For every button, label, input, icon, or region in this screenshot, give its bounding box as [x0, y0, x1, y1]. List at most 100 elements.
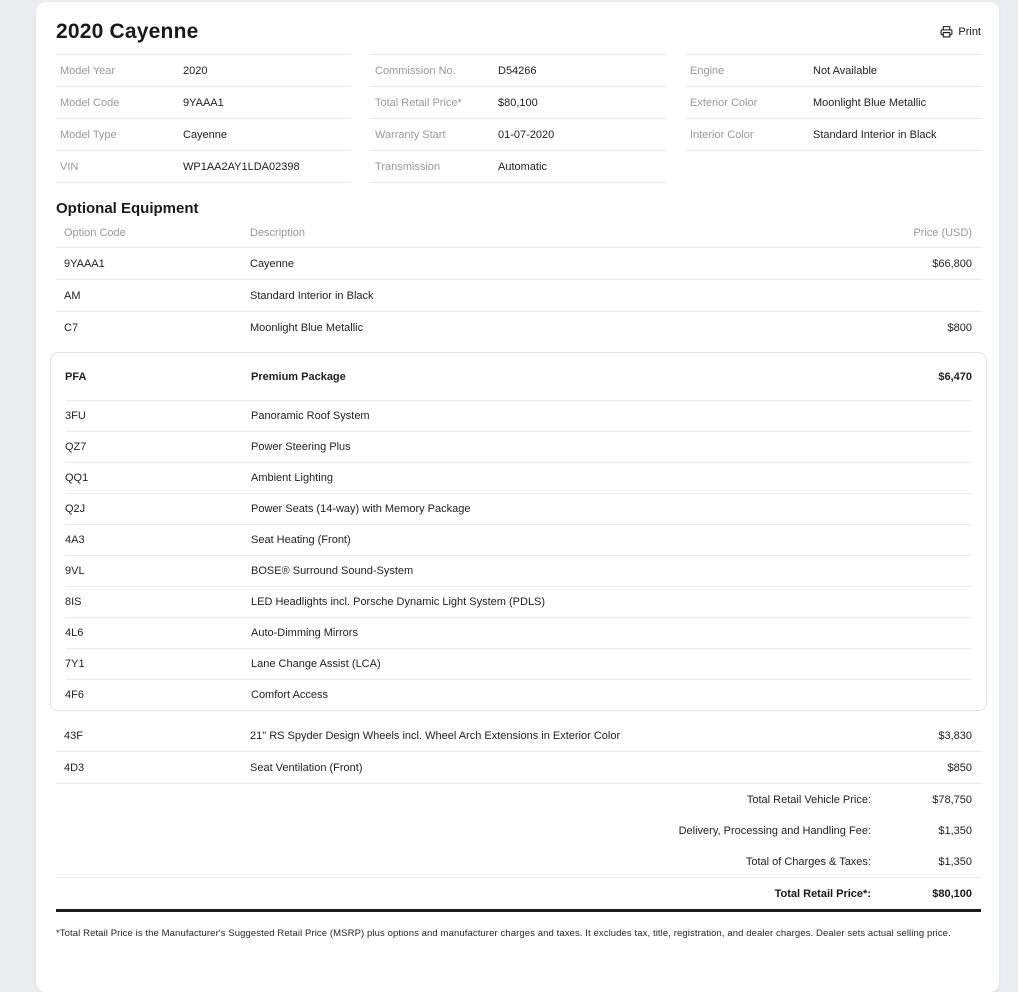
package-group-premium-package: PFA Premium Package $6,470 3FU Panoramic…: [50, 352, 987, 711]
vehicle-info-column-2: Commission No. D54266 Total Retail Price…: [371, 54, 666, 183]
equipment-row-9yaaa1: 9YAAA1 Cayenne $66,800: [56, 248, 981, 280]
option-description: Comfort Access: [251, 689, 329, 701]
option-code: 3FU: [65, 410, 86, 422]
option-code: 9YAAA1: [64, 257, 105, 270]
option-description: Seat Heating (Front): [251, 534, 351, 546]
option-code: C7: [64, 322, 79, 334]
option-description: Standard Interior in Black: [250, 289, 374, 302]
option-code: 7Y1: [65, 658, 85, 670]
option-description: Panoramic Roof System: [251, 410, 370, 422]
option-code: AM: [64, 289, 81, 302]
option-code: QQ1: [65, 472, 89, 484]
total-row-delivery-fee: Delivery, Processing and Handling Fee: $…: [56, 815, 981, 846]
option-price: $850: [947, 761, 972, 774]
card-header: 2020 Cayenne Print: [56, 2, 981, 48]
info-row-model-code: Model Code 9YAAA1: [56, 86, 351, 118]
option-code: 9VL: [65, 565, 85, 577]
info-value: 2020: [183, 64, 208, 77]
page-title: 2020 Cayenne: [56, 19, 199, 43]
info-row-vin: VIN WP1AA2AY1LDA02398: [56, 150, 351, 182]
info-row-model-type: Model Type Cayenne: [56, 118, 351, 150]
info-label: Exterior Color: [690, 96, 758, 109]
info-label: Warranty Start: [375, 128, 446, 141]
option-description: Moonlight Blue Metallic: [250, 322, 364, 334]
option-description: Lane Change Assist (LCA): [251, 658, 381, 670]
printer-icon: [940, 25, 953, 38]
vehicle-info-column-3: Engine Not Available Exterior Color Moon…: [686, 54, 981, 151]
package-item-row-q2j: Q2J Power Seats (14-way) with Memory Pac…: [65, 493, 972, 524]
print-button[interactable]: Print: [940, 25, 981, 38]
option-description: Power Steering Plus: [251, 441, 351, 453]
total-label: Total Retail Vehicle Price:: [746, 793, 871, 806]
info-value: Standard Interior in Black: [813, 128, 937, 141]
total-value: $1,350: [938, 824, 972, 837]
optional-equipment-heading: Optional Equipment: [56, 200, 199, 217]
option-price: $800: [947, 322, 972, 334]
info-row-engine: Engine Not Available: [686, 54, 981, 86]
info-row-model-year: Model Year 2020: [56, 54, 351, 86]
option-description: 21" RS Spyder Design Wheels incl. Wheel …: [250, 729, 621, 742]
option-code: Q2J: [65, 503, 86, 515]
option-code: 4L6: [65, 627, 84, 639]
info-label: Model Code: [60, 96, 120, 109]
vehicle-info-grid: Model Year 2020 Model Code 9YAAA1 Model …: [56, 54, 981, 183]
info-label: Total Retail Price*: [375, 96, 462, 109]
total-label: Total of Charges & Taxes:: [745, 855, 871, 868]
equipment-row-4d3: 4D3 Seat Ventilation (Front) $850: [56, 752, 981, 784]
option-description: Ambient Lighting: [251, 472, 333, 484]
info-value: 9YAAA1: [183, 96, 224, 109]
option-description: LED Headlights incl. Porsche Dynamic Lig…: [251, 596, 546, 608]
info-row-transmission: Transmission Automatic: [371, 150, 666, 182]
grand-total-value: $80,100: [932, 887, 972, 900]
package-header-row: PFA Premium Package $6,470: [65, 353, 972, 400]
option-code: PFA: [65, 370, 87, 383]
package-item-row-7y1: 7Y1 Lane Change Assist (LCA): [65, 648, 972, 679]
option-description: Auto-Dimming Mirrors: [251, 627, 358, 639]
info-label: Engine: [690, 64, 725, 77]
total-row-charges-taxes: Total of Charges & Taxes: $1,350: [56, 846, 981, 877]
info-value: Automatic: [498, 160, 547, 173]
equipment-row-c7: C7 Moonlight Blue Metallic $800: [56, 312, 981, 344]
option-price: $66,800: [932, 257, 972, 270]
total-row-vehicle-price: Total Retail Vehicle Price: $78,750: [56, 784, 981, 815]
option-description: Cayenne: [250, 257, 295, 270]
grand-total-row: Total Retail Price*: $80,100: [56, 877, 981, 912]
option-code: 43F: [64, 729, 83, 742]
info-label: Interior Color: [690, 128, 754, 141]
info-value: Cayenne: [183, 128, 228, 141]
info-label: Transmission: [375, 160, 440, 173]
info-value: Moonlight Blue Metallic: [813, 96, 927, 109]
info-label: Model Type: [60, 128, 117, 141]
info-value: WP1AA2AY1LDA02398: [183, 160, 300, 173]
info-value: D54266: [498, 64, 537, 77]
print-button-label: Print: [958, 25, 981, 38]
price-disclaimer-footnote: *Total Retail Price is the Manufacturer'…: [56, 928, 951, 939]
package-item-row-8is: 8IS LED Headlights incl. Porsche Dynamic…: [65, 586, 972, 617]
option-description: Premium Package: [251, 370, 346, 383]
package-item-row-3fu: 3FU Panoramic Roof System: [65, 400, 972, 431]
option-description: Power Seats (14-way) with Memory Package: [251, 503, 471, 515]
info-value: 01-07-2020: [498, 128, 555, 141]
option-code: 4F6: [65, 689, 84, 701]
column-header-description: Description: [250, 227, 306, 239]
total-value: $78,750: [932, 793, 972, 806]
vehicle-summary-card: 2020 Cayenne Print Model Year 2020 Model…: [36, 2, 999, 992]
equipment-row-am: AM Standard Interior in Black: [56, 280, 981, 312]
info-label: VIN: [60, 160, 79, 173]
total-label: Delivery, Processing and Handling Fee:: [678, 824, 871, 837]
info-row-total-retail-price: Total Retail Price* $80,100: [371, 86, 666, 118]
option-description: BOSE® Surround Sound-System: [251, 565, 414, 577]
option-description: Seat Ventilation (Front): [250, 761, 363, 774]
column-header-price: Price (USD): [913, 227, 972, 239]
info-row-commission-no: Commission No. D54266: [371, 54, 666, 86]
info-row-warranty-start: Warranty Start 01-07-2020: [371, 118, 666, 150]
info-value: $80,100: [498, 96, 538, 109]
grand-total-label: Total Retail Price*:: [774, 887, 871, 900]
vehicle-info-column-1: Model Year 2020 Model Code 9YAAA1 Model …: [56, 54, 351, 183]
info-label: Model Year: [60, 64, 116, 77]
column-header-option-code: Option Code: [64, 227, 126, 239]
option-code: 4D3: [64, 761, 85, 774]
option-price: $6,470: [938, 370, 972, 383]
option-code: 4A3: [65, 534, 85, 546]
equipment-table-header: Option Code Description Price (USD): [56, 217, 981, 248]
